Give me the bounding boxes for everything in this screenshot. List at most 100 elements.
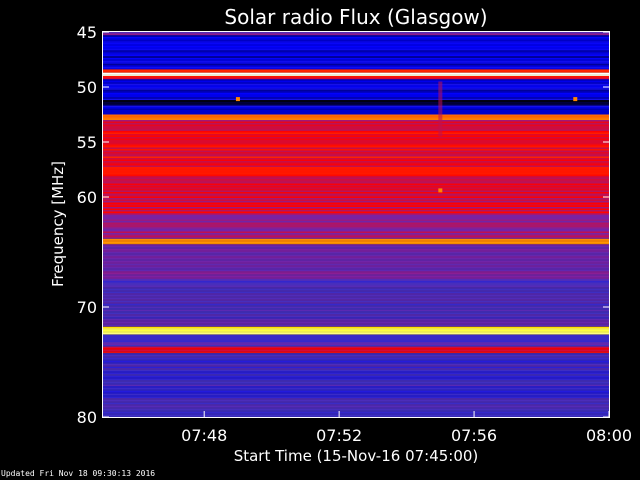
heatmap-row [103,192,609,194]
heatmap-row [103,299,609,301]
heatmap-row [103,227,609,229]
heatmap-row [103,272,609,275]
heatmap-row [103,278,609,280]
chart-title: Solar radio Flux (Glasgow) [224,5,487,29]
heatmap-row [103,339,609,341]
heatmap-row [103,241,609,244]
heatmap-row [103,54,609,57]
heatmap-row [103,393,609,396]
heatmap-row [103,89,609,92]
heatmap-row [103,141,609,144]
heatmap-row [103,65,609,67]
heatmap-row [103,308,609,310]
heatmap-row [103,296,609,298]
heatmap-row [103,205,609,208]
heatmap-row [103,171,609,174]
heatmap-row [103,42,609,45]
y-tick-label: 55 [77,133,97,152]
x-tick-label: 07:52 [316,426,362,445]
heatmap-row [103,266,609,269]
heatmap-row [103,86,609,89]
heatmap-row [103,91,609,93]
heatmap-row [103,396,609,399]
heatmap-row [103,103,609,105]
heatmap-row [103,60,609,63]
heatmap-row [103,305,609,307]
heatmap-row [103,94,609,96]
heatmap-row [103,104,609,106]
heatmap-row [103,323,609,325]
heatmap-row [103,57,609,60]
heatmap-row [103,293,609,295]
heatmap-row [103,342,609,344]
heatmap-row [103,198,609,200]
heatmap-row [103,381,609,384]
heatmap-row [103,83,609,86]
heatmap-row [103,72,609,75]
heatmap-row [103,366,609,369]
heatmap-row [103,407,609,409]
heatmap-row [103,386,609,388]
heatmap-row [103,284,609,286]
heatmap-row [103,352,609,354]
heatmap-row [103,357,609,360]
heatmap-row [103,328,609,330]
heatmap-row [103,216,609,219]
heatmap-row [103,222,609,225]
heatmap-row [103,337,609,340]
y-tick-label: 60 [77,188,97,207]
x-tick-label: 07:48 [181,426,227,445]
heatmap-area [103,32,609,417]
heatmap-row [103,208,609,211]
heatmap-row [103,107,609,109]
heatmap-row [103,95,609,98]
heatmap-row [103,359,609,361]
heatmap-row [103,211,609,214]
heatmap-row [103,363,609,366]
heatmap-row [103,399,609,402]
heatmap-row [103,413,609,415]
heatmap-row [103,162,609,165]
heatmap-row [103,80,609,83]
heatmap-row [103,240,609,242]
heatmap-row [103,98,609,101]
heatmap-row [103,62,609,64]
heatmap-row [103,311,609,313]
heatmap-row [103,36,609,39]
heatmap-row [103,50,609,52]
heatmap-row [103,68,609,70]
heatmap-row [103,210,609,212]
spike-point [235,97,240,102]
heatmap-row [103,111,609,114]
heatmap-row [103,110,609,112]
heatmap-row [103,248,609,251]
heatmap-row [103,167,609,169]
heatmap-row [103,131,609,133]
heatmap-row [103,38,609,40]
heatmap-row [103,224,609,226]
heatmap-row [103,144,609,147]
heatmap-row [103,201,609,203]
heatmap-row [103,336,609,338]
heatmap-row [103,82,609,84]
heatmap-row [103,389,609,391]
heatmap-row [103,234,609,237]
x-tick-label: 07:56 [451,426,497,445]
heatmap-row [103,269,609,272]
heatmap-row [103,384,609,387]
heatmap-row [103,371,609,373]
heatmap-row [103,392,609,394]
heatmap-row [103,168,609,171]
heatmap-row [103,349,609,352]
heatmap-row [103,303,609,306]
heatmap-row [103,262,609,264]
heatmap-row [103,353,609,355]
heatmap-row [103,124,609,127]
heatmap-row [103,170,609,172]
heatmap-row [103,365,609,367]
heatmap-row [103,215,609,217]
heatmap-row [103,331,609,333]
heatmap-row [103,33,609,36]
heatmap-row [103,279,609,282]
heatmap-row [103,120,609,122]
